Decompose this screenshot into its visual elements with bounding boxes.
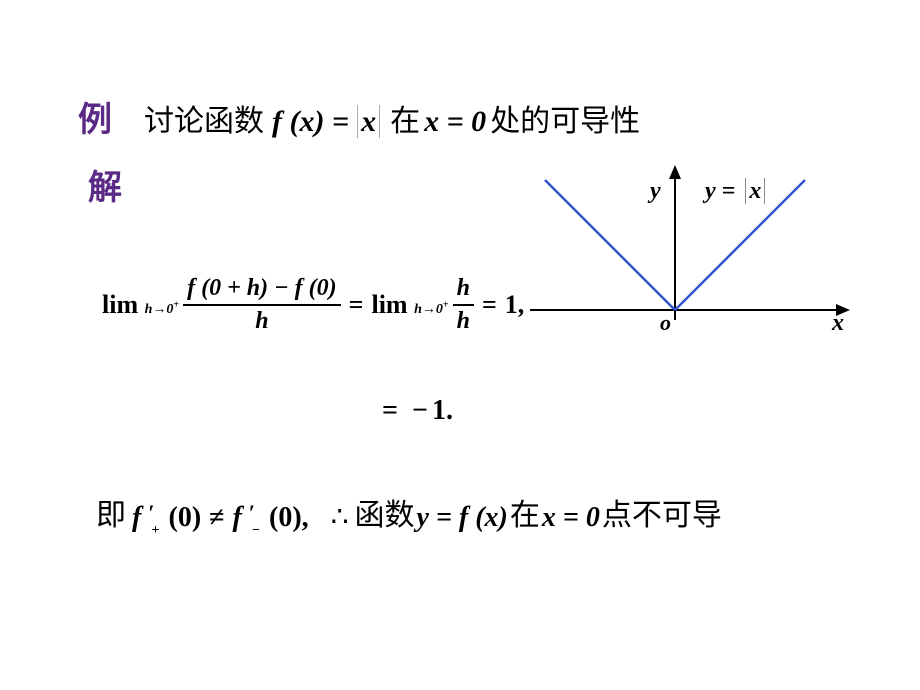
lim-right-2: lim h→0+ — [371, 290, 448, 320]
h-over-h: h h — [453, 275, 474, 335]
f-plus-prime: f ′ + (0) — [132, 502, 201, 534]
fn-eq: f (x) = — [268, 105, 353, 138]
lim-text: lim — [102, 290, 138, 319]
graph-fn-label: y = x — [705, 178, 765, 205]
hh-num: h — [453, 275, 474, 306]
neg-val: 1. — [432, 395, 453, 427]
minus-sign: − — [412, 395, 428, 427]
solution-label: 解 — [88, 160, 122, 209]
x-eq-0: x = 0 — [540, 502, 602, 534]
y-eq-fx: y = f (x) — [415, 502, 510, 534]
graph-fn-y: y = — [705, 178, 735, 204]
lim-text-2: lim — [371, 290, 407, 319]
conclusion-row: 即 f ′ + (0) ≠ f ′ − (0), ∴ 函数 y = f (x) … — [96, 490, 722, 534]
hh-den: h — [453, 306, 474, 335]
neg-one-line: = − 1. — [380, 395, 455, 427]
conc-zai: 在 — [510, 490, 540, 534]
conc-tail: 点不可导 — [602, 490, 722, 534]
y-axis-label: y — [650, 178, 661, 205]
graph-svg — [520, 160, 850, 340]
x-axis-label: x — [832, 310, 844, 337]
therefore-sign: ∴ — [331, 500, 349, 534]
lim-sub-2: h→0+ — [414, 302, 449, 317]
abs-x: x — [357, 105, 380, 138]
title-pre: 讨论函数 — [144, 105, 264, 138]
eq2: = — [478, 290, 501, 320]
limit-expression: lim h→0+ f (0 + h) − f (0) h = lim h→0+ … — [100, 275, 526, 335]
conc-pre: 即 — [96, 490, 126, 534]
eq-neg: = — [382, 395, 398, 427]
dq-num: f (0 + h) − f (0) — [183, 275, 341, 306]
title-mid: 在 — [384, 105, 420, 138]
title-post: 处的可导性 — [490, 105, 640, 138]
f-minus-prime: f ′ − (0), — [233, 502, 309, 534]
neq-sign: ≠ — [201, 502, 232, 534]
lim-sub: h→0+ — [145, 302, 180, 317]
diff-quotient: f (0 + h) − f (0) h — [183, 275, 341, 335]
x-eq-zero: x = 0 — [424, 105, 486, 138]
eq1: = — [345, 290, 368, 320]
abs-graph: y x o y = x — [520, 160, 850, 340]
origin-label: o — [660, 310, 671, 336]
title-row: 例 讨论函数 f (x) = x 在 x = 0 处的可导性 — [78, 92, 640, 141]
slide: 例 讨论函数 f (x) = x 在 x = 0 处的可导性 解 y x o y… — [0, 0, 920, 690]
example-label: 例 — [78, 102, 112, 139]
lim-right: lim h→0+ — [102, 290, 179, 320]
result-1: 1, — [505, 290, 525, 320]
graph-fn-absx: x — [745, 178, 765, 204]
conc-mid: 函数 — [355, 490, 415, 534]
dq-den: h — [183, 306, 341, 335]
